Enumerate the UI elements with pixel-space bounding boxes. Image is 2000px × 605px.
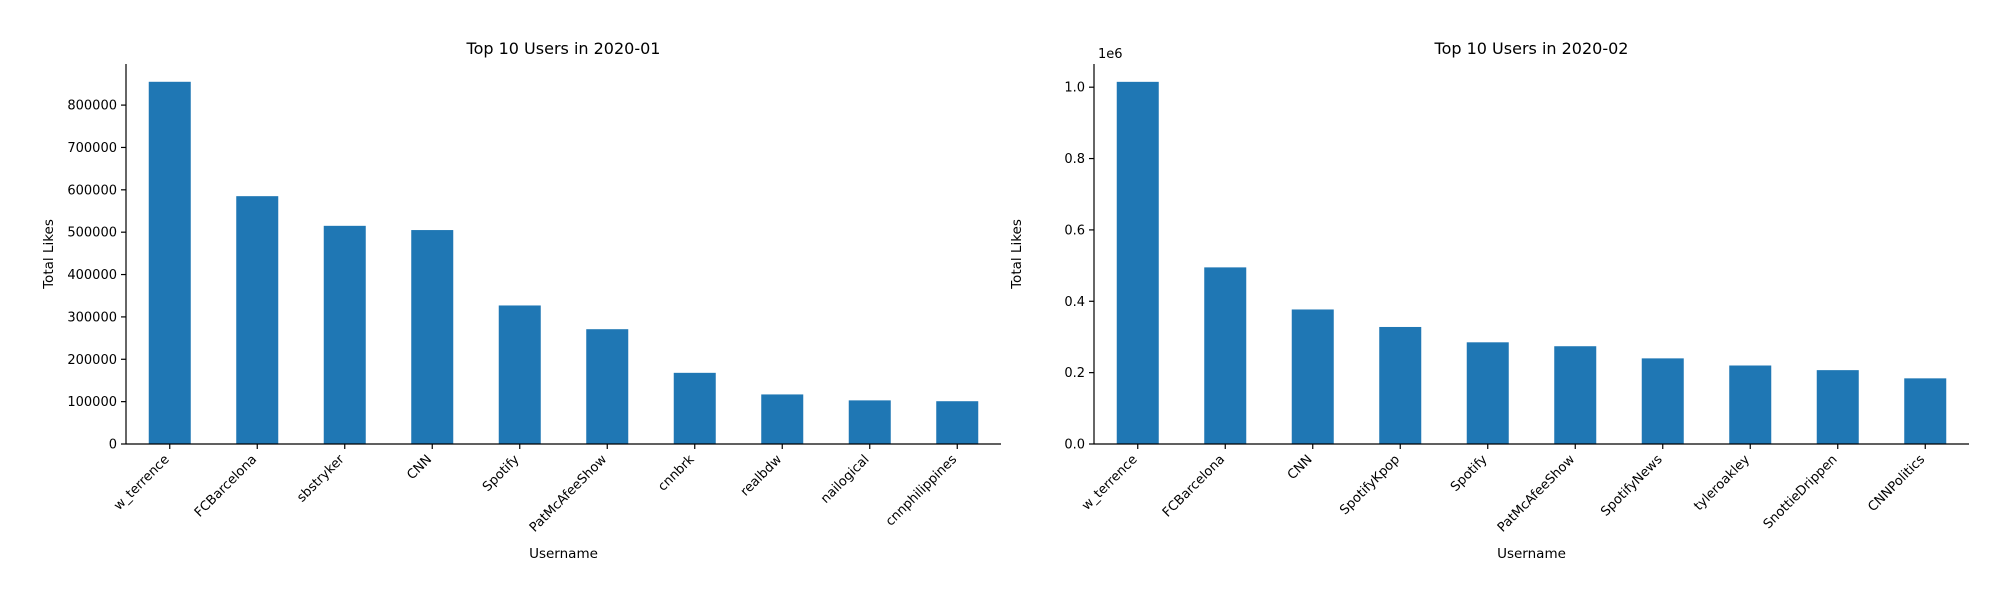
chart-2-ytick-label: 0.4: [1064, 295, 1085, 310]
chart-2-xtick-label: SpotifyNews: [1598, 452, 1666, 520]
chart-1-ytick-label: 200000: [67, 353, 117, 368]
chart-1-xtick-label: w_terrence: [111, 452, 172, 513]
chart-1-bar-w-terrence: [148, 81, 191, 444]
chart-2-xtick-label: SnottieDrippen: [1761, 452, 1841, 532]
chart-2-bar-patmcafeeshow: [1554, 346, 1597, 444]
chart-2-bar-cnnpolitics: [1904, 378, 1947, 444]
chart-1-bar-nailogical: [848, 400, 891, 444]
chart-1-ytick-label: 600000: [67, 183, 117, 198]
chart-2-bar-tyleroakley: [1729, 365, 1772, 444]
chart-2-xtick-label: Spotify: [1448, 452, 1491, 495]
chart-2-xtick-label: tyleroakley: [1691, 452, 1753, 514]
chart-1-xtick-label: sbstryker: [294, 452, 348, 506]
chart-1-bar-cnnbrk: [673, 372, 716, 444]
chart-2-xtick-label: CNNPolitics: [1865, 452, 1928, 515]
chart-2-title: Top 10 Users in 2020-02: [1434, 39, 1629, 58]
chart-2-ytick-label: 0.6: [1064, 223, 1085, 238]
chart-1-ytick-label: 100000: [67, 395, 117, 410]
chart-2-xtick-label: SpotifyKpop: [1337, 452, 1403, 518]
chart-1-bar-spotify: [498, 305, 541, 444]
chart-1-xtick-label: Spotify: [480, 452, 523, 495]
chart-1-ytick-label: 500000: [67, 226, 117, 241]
chart-2-ytick-label: 0.2: [1064, 366, 1085, 381]
chart-2-ytick-label: 0.0: [1064, 438, 1085, 453]
chart-1-ytick-label: 0: [109, 438, 117, 453]
chart-1-ytick-label: 300000: [67, 310, 117, 325]
chart-1-xtick-label: cnnphilippines: [883, 452, 960, 529]
chart-1-ytick-label: 400000: [67, 268, 117, 283]
chart-2-x-axis-label: Username: [1497, 546, 1566, 562]
chart-2-ytick-label: 1.0: [1064, 81, 1085, 96]
chart-2-panel: Top 10 Users in 2020-02 0.0 0.2 0.4 0.6 0.8 1.…: [1009, 39, 1969, 562]
chart-1-xtick-label: cnnbrk: [655, 452, 698, 495]
chart-2-y-axis-label: Total Likes: [1009, 219, 1025, 290]
chart-2-xtick-label: w_terrence: [1079, 452, 1140, 513]
chart-1-ytick-label: 700000: [67, 141, 117, 156]
chart-2-xtick-label: CNN: [1285, 452, 1316, 483]
chart-1-xtick-label: CNN: [404, 452, 435, 483]
chart-1-xtick-label: PatMcAfeeShow: [527, 452, 611, 536]
chart-1-x-axis-label: Username: [529, 546, 598, 562]
chart-1-bar-cnn: [411, 230, 454, 444]
chart-2-bar-fcbarcelona: [1204, 267, 1247, 444]
chart-2-bar-spotifykpop: [1379, 326, 1422, 444]
chart-2-bar-cnn: [1291, 309, 1334, 444]
chart-1-bar-fcbarcelona: [236, 196, 279, 444]
chart-1-bar-realbdw: [761, 394, 804, 444]
chart-1-xtick-label: nailogical: [818, 452, 872, 506]
chart-2-offset-label: 1e6: [1098, 47, 1123, 62]
chart-1-y-axis-label: Total Likes: [41, 219, 57, 290]
chart-1-xtick-label: realbdw: [738, 452, 785, 499]
chart-2-bar-spotifynews: [1641, 358, 1684, 444]
chart-2-bar-spotify: [1466, 342, 1509, 444]
chart-2-xtick-label: FCBarcelona: [1160, 452, 1228, 520]
chart-1-xtick-label: FCBarcelona: [192, 452, 260, 520]
chart-1-bar-cnnphilippines: [936, 401, 979, 444]
chart-2-ytick-label: 0.8: [1064, 152, 1085, 167]
chart-1-panel: Top 10 Users in 2020-01 0 100000 200000 3000…: [41, 39, 1001, 562]
chart-2-xtick-label: PatMcAfeeShow: [1495, 452, 1579, 536]
chart-1-ytick-label: 800000: [67, 99, 117, 114]
chart-2-bar-snottiedrippen: [1816, 370, 1859, 444]
chart-1-bar-sbstryker: [323, 225, 366, 444]
chart-1-bar-patmcafeeshow: [586, 329, 629, 444]
chart-2-bar-w-terrence: [1116, 81, 1159, 444]
chart-1-title: Top 10 Users in 2020-01: [466, 39, 661, 58]
